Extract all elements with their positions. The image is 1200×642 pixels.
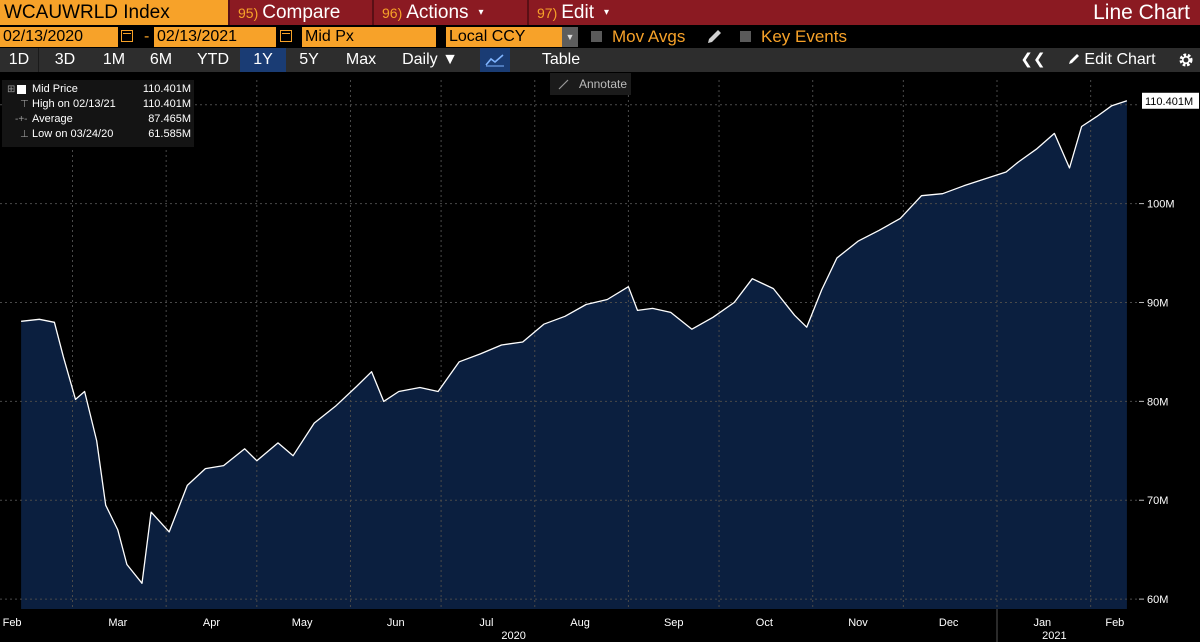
range-button-ytd[interactable]: YTD (197, 51, 229, 68)
calendar-icon[interactable] (280, 30, 292, 42)
x-tick-label: May (292, 617, 313, 629)
x-tick-label: Aug (570, 617, 590, 629)
annotate-button[interactable]: Annotate (550, 73, 631, 95)
legend-label: Low on 03/24/20 (32, 128, 114, 140)
x-tick-label: Apr (203, 617, 220, 629)
compare-menu[interactable]: 95) Compare (228, 0, 372, 25)
legend-row-mid-price: ⊞ Mid Price 110.401M (2, 82, 194, 97)
start-date-field[interactable]: 02/13/2020 (0, 27, 118, 47)
mov-avgs-label[interactable]: Mov Avgs (612, 27, 686, 46)
key-events-label[interactable]: Key Events (761, 27, 847, 46)
x-axis-strip (0, 609, 1200, 642)
x-tick-label: Dec (939, 617, 959, 629)
edit-chart-button[interactable]: Edit Chart (1052, 48, 1172, 72)
edit-menu[interactable]: 97) Edit ▾ (527, 0, 643, 25)
currency-dropdown-icon[interactable]: ▼ (562, 27, 578, 47)
compare-menu-number: 95) (238, 4, 259, 21)
range-button-3d[interactable]: 3D (54, 51, 76, 68)
table-button[interactable]: Table (541, 51, 581, 68)
compare-menu-label: Compare (262, 1, 341, 23)
range-button-1d[interactable]: 1D (8, 51, 30, 68)
low-marker-icon: ⊥ (20, 129, 29, 140)
view-title: Line Chart (1093, 1, 1190, 24)
range-toolbar: 1D 3D 1M 6M YTD 1Y 5Y Max Daily ▼ Table … (0, 48, 1200, 72)
field-selector[interactable]: Mid Px (302, 27, 436, 47)
high-marker-icon: ⊤ (20, 99, 29, 110)
x-tick-label: Jun (387, 617, 405, 629)
index-ticker[interactable]: WCAUWRLD Index (0, 0, 228, 25)
legend-swatch (17, 85, 26, 94)
line-chart-glyph (485, 54, 504, 67)
chart-legend: ⊞ Mid Price 110.401M ⊤ High on 02/13/21 … (2, 80, 194, 147)
x-tick-label: Jan (1033, 617, 1051, 629)
gear-icon[interactable] (1174, 48, 1198, 72)
key-events-checkbox[interactable] (740, 31, 751, 42)
calendar-icon[interactable] (121, 30, 133, 42)
legend-value: 110.401M (142, 83, 191, 95)
frequency-label: Daily (402, 51, 438, 68)
y-tick-label: 100M (1147, 199, 1175, 211)
x-tick-label: Sep (664, 617, 684, 629)
average-marker-icon: -+- (15, 114, 28, 125)
series-area (21, 100, 1127, 610)
y-tick-label: 90M (1147, 297, 1168, 309)
y-tick-label: 80M (1147, 396, 1168, 408)
edit-chart-label: Edit Chart (1084, 51, 1156, 68)
x-tick-label: Mar (108, 617, 127, 629)
mov-avgs-checkbox[interactable] (591, 31, 602, 42)
legend-label: Mid Price (32, 83, 78, 95)
legend-value: 110.401M (142, 98, 191, 110)
legend-row-low: ⊥ Low on 03/24/20 61.585M (2, 127, 194, 142)
legend-label: High on 02/13/21 (32, 98, 116, 110)
pencil-icon[interactable] (705, 29, 723, 45)
y-tick-label: 60M (1147, 594, 1168, 606)
x-tick-label: Nov (848, 617, 868, 629)
legend-row-average: -+- Average 87.465M (2, 112, 194, 127)
last-value-label: 110.401M (1145, 96, 1193, 108)
title-bar: WCAUWRLD Index 95) Compare 96) Actions ▾… (0, 0, 1200, 25)
range-button-1m[interactable]: 1M (102, 51, 126, 68)
line-chart-icon[interactable] (480, 48, 510, 72)
actions-menu-number: 96) (382, 4, 403, 21)
y-tick-label: 70M (1147, 495, 1168, 507)
price-chart[interactable]: 60M 70M 80M 90M 100M 110.401M Feb Mar Apr May Jun J… (0, 72, 1200, 642)
series-line (21, 100, 1128, 584)
date-separator: - (144, 28, 150, 45)
collapse-chevron-icon[interactable]: ❮❮ (1020, 51, 1046, 68)
x-year-label: 2020 (501, 630, 525, 642)
x-year-label: 2021 (1042, 630, 1066, 642)
legend-label: Average (32, 113, 73, 125)
frequency-caret-icon: ▼ (442, 51, 458, 68)
last-value-tag (1142, 92, 1199, 109)
x-tick-label: Jul (479, 617, 493, 629)
edit-menu-number: 97) (537, 4, 558, 21)
range-button-6m[interactable]: 6M (149, 51, 173, 68)
range-button-1y[interactable]: 1Y (240, 48, 286, 72)
actions-menu[interactable]: 96) Actions ▾ (372, 0, 527, 25)
range-button-5y[interactable]: 5Y (299, 51, 319, 68)
currency-selector[interactable]: Local CCY (446, 27, 562, 47)
x-tick-label: Feb (1105, 617, 1124, 629)
x-tick-label: Feb (3, 617, 22, 629)
edit-menu-label: Edit (561, 1, 594, 23)
x-tick-label: Oct (756, 617, 773, 629)
chart-settings-row: 02/13/2020 - 02/13/2021 Mid Px Local CCY… (0, 27, 1200, 48)
gear-glyph (1179, 53, 1193, 67)
annotate-label: Annotate (578, 77, 627, 91)
legend-collapse-icon[interactable]: ⊞ (7, 84, 16, 95)
actions-menu-label: Actions (406, 1, 469, 23)
legend-value: 61.585M (148, 128, 191, 140)
legend-value: 87.465M (148, 113, 191, 125)
edit-caret-icon: ▾ (603, 7, 610, 18)
pencil-icon (1069, 54, 1080, 64)
actions-caret-icon: ▾ (478, 7, 484, 18)
range-button-max[interactable]: Max (345, 51, 377, 68)
y-axis-strip (1139, 72, 1200, 642)
legend-row-high: ⊤ High on 02/13/21 110.401M (2, 97, 194, 112)
end-date-field[interactable]: 02/13/2021 (154, 27, 276, 47)
frequency-dropdown[interactable]: Daily ▼ (392, 48, 468, 72)
pencil-icon (558, 79, 569, 90)
